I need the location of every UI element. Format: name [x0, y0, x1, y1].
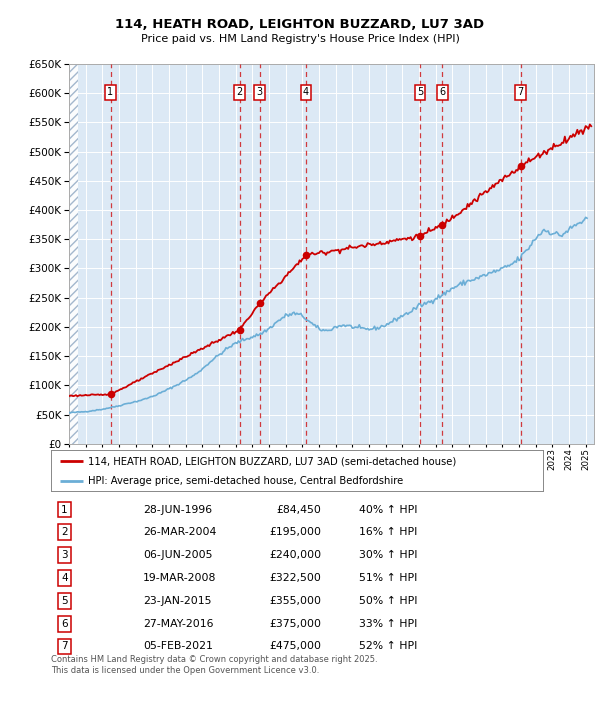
Text: 23-JAN-2015: 23-JAN-2015 [143, 596, 211, 606]
Text: £322,500: £322,500 [269, 573, 321, 583]
Text: 114, HEATH ROAD, LEIGHTON BUZZARD, LU7 3AD (semi-detached house): 114, HEATH ROAD, LEIGHTON BUZZARD, LU7 3… [88, 457, 456, 466]
Text: £355,000: £355,000 [269, 596, 321, 606]
Text: 30% ↑ HPI: 30% ↑ HPI [359, 550, 418, 560]
Text: 26-MAR-2004: 26-MAR-2004 [143, 528, 216, 537]
Text: 2: 2 [61, 528, 68, 537]
Text: 05-FEB-2021: 05-FEB-2021 [143, 641, 212, 652]
Text: This data is licensed under the Open Government Licence v3.0.: This data is licensed under the Open Gov… [51, 666, 319, 675]
Text: 3: 3 [256, 87, 263, 97]
Text: 06-JUN-2005: 06-JUN-2005 [143, 550, 212, 560]
Text: 2: 2 [236, 87, 242, 97]
Text: 51% ↑ HPI: 51% ↑ HPI [359, 573, 417, 583]
Text: 1: 1 [107, 87, 113, 97]
Text: £240,000: £240,000 [269, 550, 321, 560]
Text: 16% ↑ HPI: 16% ↑ HPI [359, 528, 417, 537]
Text: 114, HEATH ROAD, LEIGHTON BUZZARD, LU7 3AD: 114, HEATH ROAD, LEIGHTON BUZZARD, LU7 3… [115, 18, 485, 31]
Text: 52% ↑ HPI: 52% ↑ HPI [359, 641, 417, 652]
Text: 4: 4 [303, 87, 309, 97]
Text: 33% ↑ HPI: 33% ↑ HPI [359, 618, 417, 628]
Text: £375,000: £375,000 [269, 618, 321, 628]
Text: 6: 6 [439, 87, 445, 97]
Text: 5: 5 [417, 87, 423, 97]
Text: £195,000: £195,000 [269, 528, 321, 537]
Text: Contains HM Land Registry data © Crown copyright and database right 2025.: Contains HM Land Registry data © Crown c… [51, 655, 377, 665]
Text: 7: 7 [517, 87, 524, 97]
Text: £475,000: £475,000 [269, 641, 321, 652]
Text: 50% ↑ HPI: 50% ↑ HPI [359, 596, 418, 606]
Text: Price paid vs. HM Land Registry's House Price Index (HPI): Price paid vs. HM Land Registry's House … [140, 34, 460, 44]
Text: 3: 3 [61, 550, 68, 560]
Text: 28-JUN-1996: 28-JUN-1996 [143, 505, 212, 515]
Text: 4: 4 [61, 573, 68, 583]
Text: 40% ↑ HPI: 40% ↑ HPI [359, 505, 418, 515]
Text: 7: 7 [61, 641, 68, 652]
Text: 5: 5 [61, 596, 68, 606]
Bar [69, 64, 78, 444]
Text: £84,450: £84,450 [276, 505, 321, 515]
Text: HPI: Average price, semi-detached house, Central Bedfordshire: HPI: Average price, semi-detached house,… [88, 476, 403, 486]
Text: 27-MAY-2016: 27-MAY-2016 [143, 618, 214, 628]
Text: 6: 6 [61, 618, 68, 628]
Text: 19-MAR-2008: 19-MAR-2008 [143, 573, 216, 583]
Text: 1: 1 [61, 505, 68, 515]
